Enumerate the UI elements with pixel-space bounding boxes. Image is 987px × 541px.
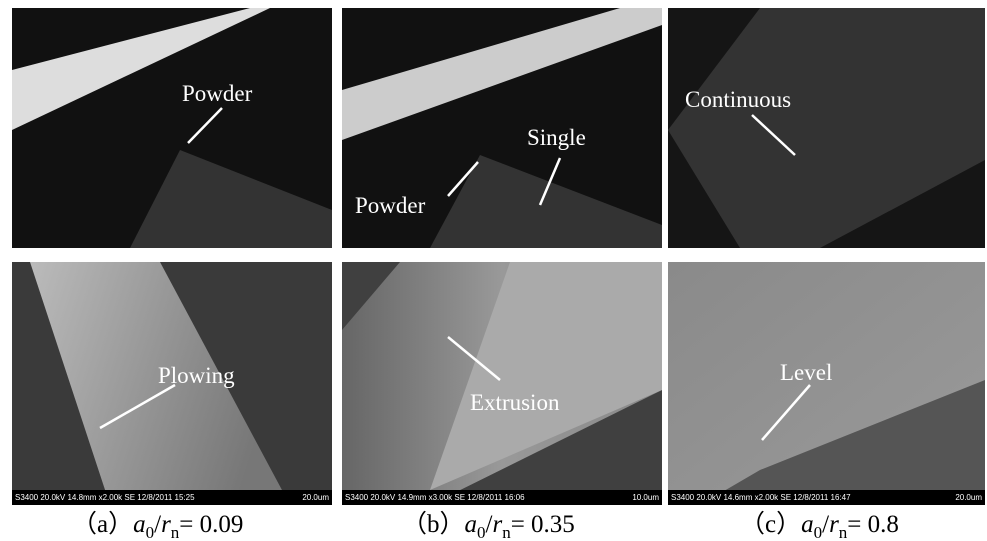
annotation: Powder [355,193,426,218]
caption-slash: / [154,511,161,538]
caption-label: （b） [402,510,465,538]
top-images [12,8,985,248]
sem-scale: 10.0um [632,493,659,502]
caption-numerator-sub: 0 [477,523,486,541]
caption-value: = 0.09 [179,511,243,538]
annotation: Plowing [158,363,235,388]
caption-denominator: r [161,511,171,538]
caption-numerator-sub: 0 [146,523,155,541]
caption-denominator: r [829,511,839,538]
caption-numerator: a [133,511,146,538]
caption-numerator: a [801,511,814,538]
caption: （b）a0/rn= 0.35 [402,510,575,541]
annotation: Extrusion [470,390,560,415]
captions: （a）a0/rn= 0.09 （b）a0/rn= 0.35 （c）a0/rn= 0.… [72,510,899,541]
caption-value: = 0.35 [511,511,575,538]
caption-slash: / [822,511,829,538]
annotation: Level [780,360,832,385]
sem-scale: 20.0um [302,493,329,502]
caption: （a）a0/rn= 0.09 [72,510,243,541]
annotation: Single [527,125,586,150]
caption-denominator: r [492,511,502,538]
annotation: Powder [182,81,253,106]
sem-info: S3400 20.0kV 14.9mm x3.00k SE 12/8/2011 … [345,493,525,502]
sem-scale: 20.0um [955,493,982,502]
sem-info: S3400 20.0kV 14.6mm x2.00k SE 12/8/2011 … [671,493,851,502]
annotation: Continuous [685,87,791,112]
caption: （c）a0/rn= 0.8 [740,510,899,541]
caption-slash: / [486,511,493,538]
caption-label: （c） [740,510,801,538]
caption-numerator-sub: 0 [814,523,823,541]
caption-label: （a） [72,510,133,538]
figure: Powder Powder Single Continuous Plowing … [0,0,987,541]
sem-info: S3400 20.0kV 14.8mm x2.00k SE 12/8/2011 … [15,493,195,502]
caption-numerator: a [465,511,478,538]
caption-value: = 0.8 [847,511,899,538]
